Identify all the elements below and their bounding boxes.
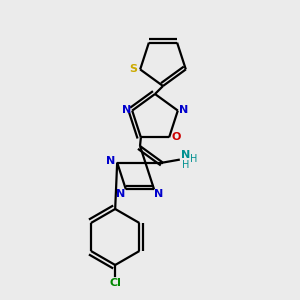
Text: O: O (171, 132, 181, 142)
Text: N: N (122, 105, 131, 115)
Text: H: H (190, 154, 197, 164)
Text: N: N (179, 105, 188, 115)
Text: N: N (154, 189, 164, 200)
Text: S: S (129, 64, 137, 74)
Text: H: H (182, 160, 190, 170)
Text: N: N (106, 156, 115, 166)
Text: N: N (181, 150, 190, 160)
Text: Cl: Cl (109, 278, 121, 288)
Text: N: N (116, 189, 125, 200)
